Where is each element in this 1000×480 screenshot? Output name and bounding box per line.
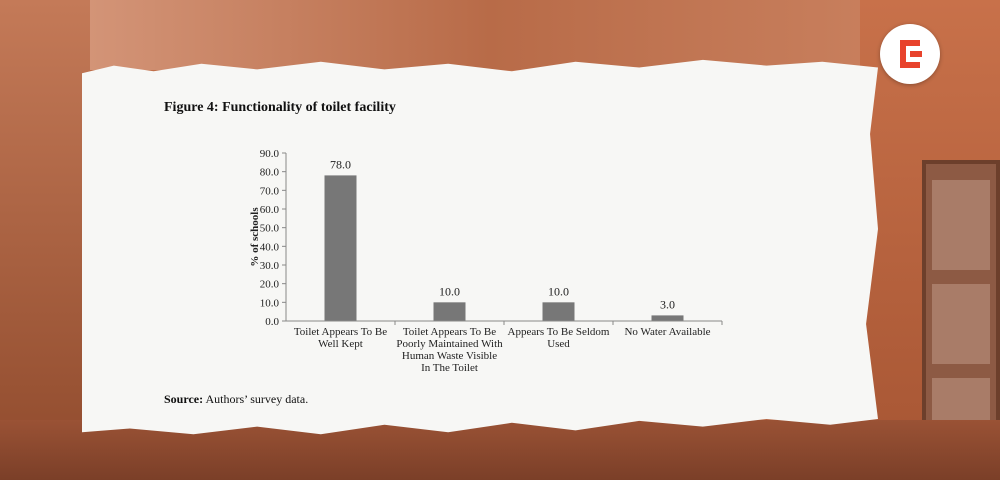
source-text: Authors’ survey data.: [203, 392, 309, 406]
x-category-label: Appears To Be Seldom Used: [508, 326, 610, 350]
y-tick-label: 0.0: [265, 316, 279, 328]
y-tick-label: 80.0: [260, 167, 280, 179]
source-label: Source:: [164, 392, 204, 406]
source-note: Source: Authors’ survey data.: [164, 392, 308, 407]
bar-data-label: 3.0: [660, 297, 675, 311]
bar-chart: 0.010.020.030.040.050.060.070.080.090.0 …: [249, 148, 723, 374]
bar: [433, 302, 466, 321]
y-tick-label: 20.0: [260, 279, 280, 291]
bar: [651, 315, 684, 321]
bar-data-label: 10.0: [439, 284, 460, 298]
bar-data-label: 10.0: [548, 284, 569, 298]
background-wall-left: [0, 0, 90, 480]
y-tick-label: 60.0: [260, 204, 280, 216]
brand-e-logo-icon: [880, 24, 940, 84]
x-category-label: No Water Available: [624, 326, 710, 338]
y-tick-label: 10.0: [260, 297, 280, 309]
bar-data-label: 78.0: [330, 157, 351, 171]
background-roof: [90, 0, 890, 70]
paper-clipping: Figure 4: Functionality of toilet facili…: [82, 59, 878, 435]
figure-title: Figure 4: Functionality of toilet facili…: [164, 100, 396, 115]
x-category-label: Toilet Appears To Be Poorly Maintained Wi…: [396, 326, 503, 374]
bar: [324, 175, 357, 321]
bar: [542, 302, 575, 321]
background-window: [922, 160, 1000, 470]
y-tick-label: 50.0: [260, 223, 280, 235]
y-tick-label: 90.0: [260, 148, 280, 160]
y-tick-label: 70.0: [260, 185, 280, 197]
x-category-label: Toilet Appears To Be Well Kept: [294, 326, 387, 350]
y-tick-label: 40.0: [260, 241, 280, 253]
y-axis-label: % of schools: [249, 207, 261, 267]
y-tick-label: 30.0: [260, 260, 280, 272]
